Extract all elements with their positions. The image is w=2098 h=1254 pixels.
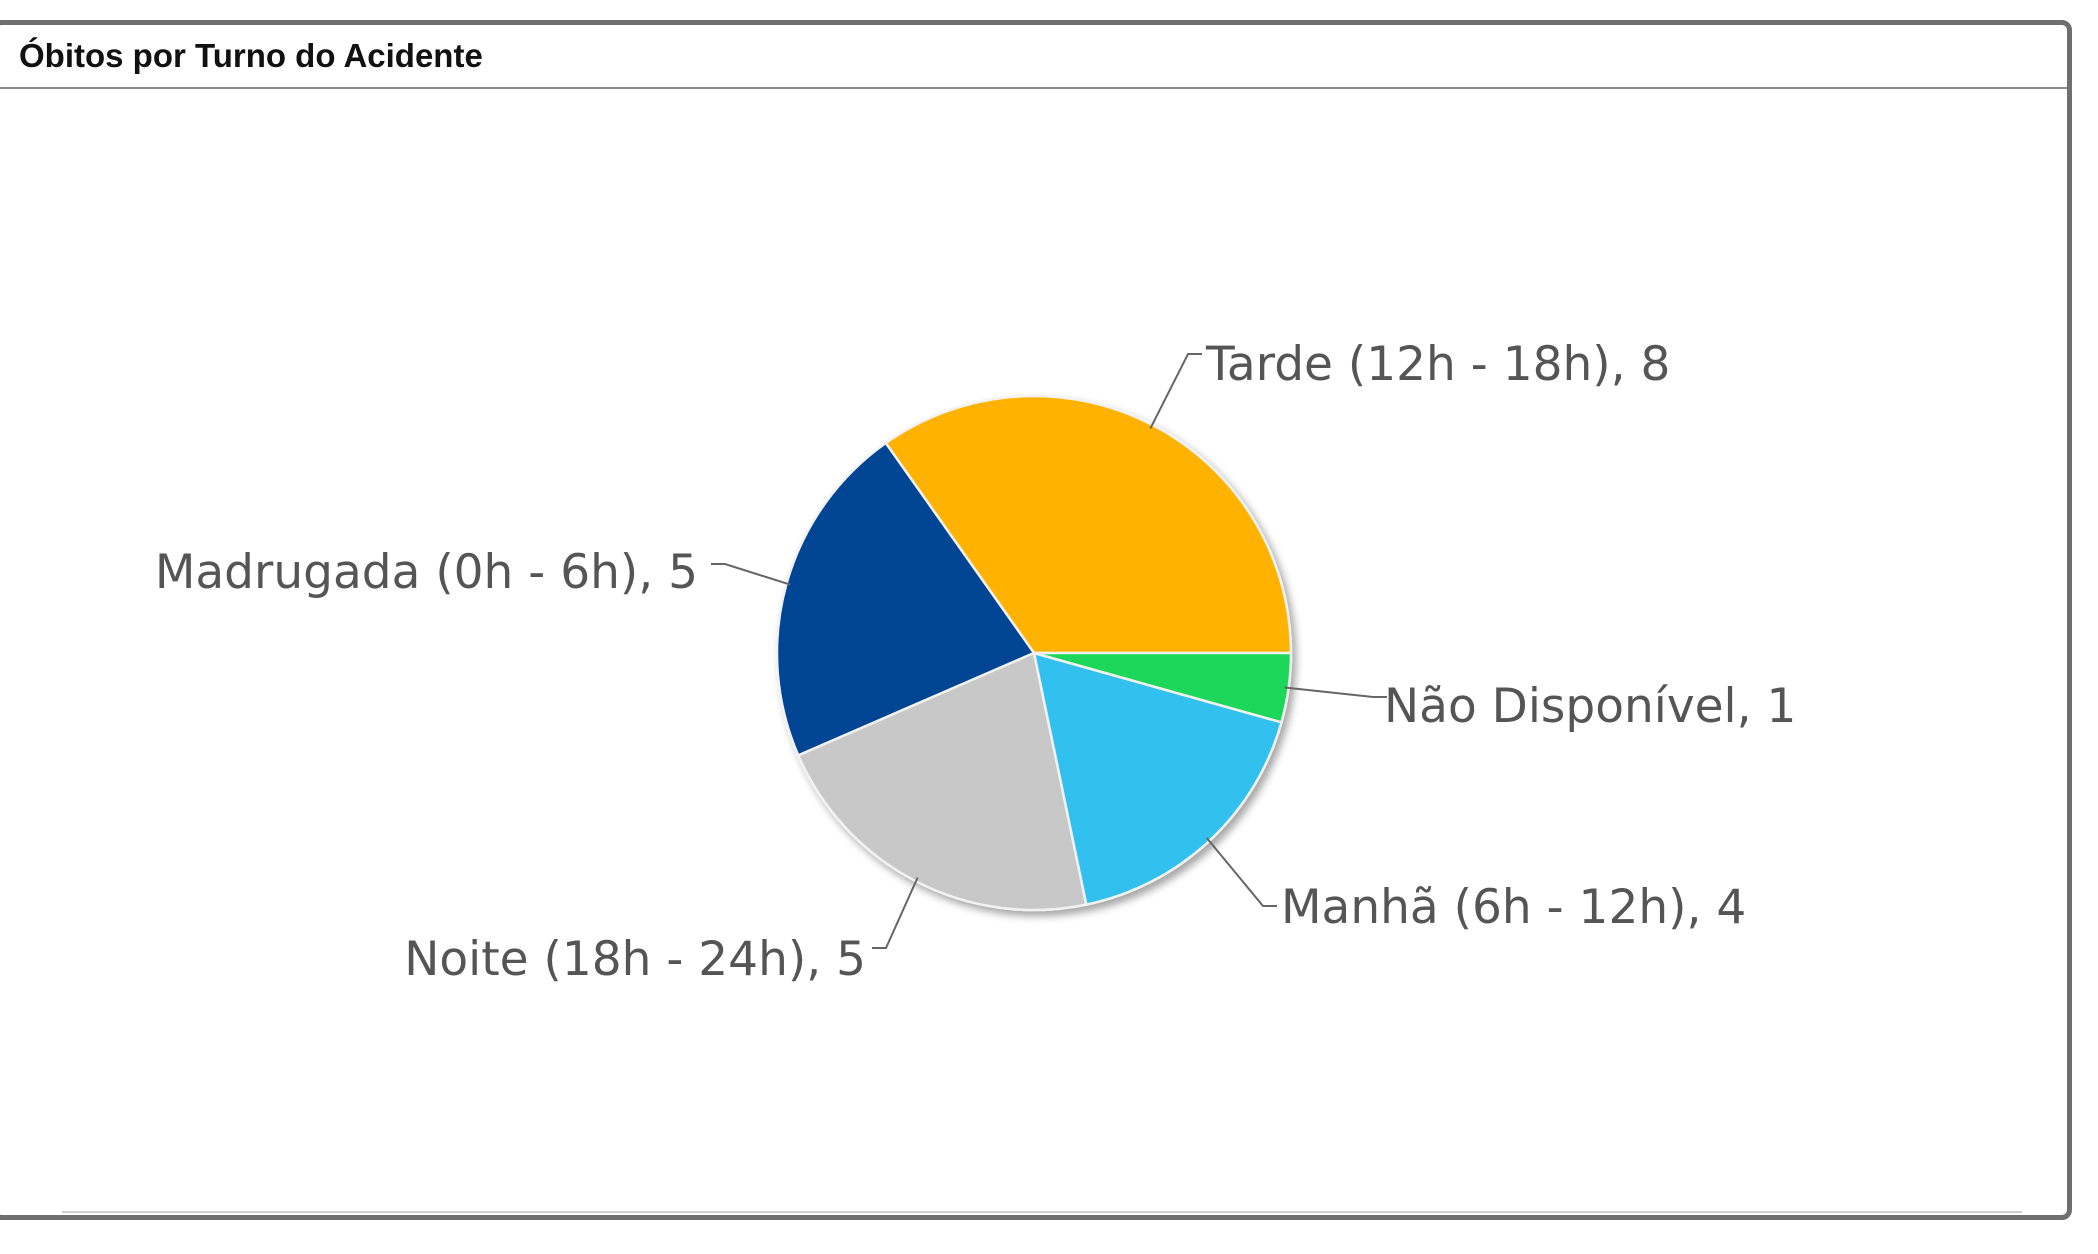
panel-title: Óbitos por Turno do Acidente [19, 37, 483, 74]
leader-line-3 [1205, 837, 1277, 907]
pie-slices [775, 394, 1293, 912]
leader-line-1 [711, 563, 791, 586]
pie-data-label-4: Não Disponível, 1 [1384, 679, 1796, 734]
leader-line-4 [1284, 686, 1387, 698]
pie-leader-lines [711, 353, 1387, 949]
pie-data-label-3: Manhã (6h - 12h), 4 [1281, 880, 1746, 935]
leader-line-2 [872, 877, 919, 949]
chart-footer-divider [62, 1211, 2022, 1213]
leader-line-0 [1149, 353, 1202, 429]
pie-data-label-1: Madrugada (0h - 6h), 5 [155, 545, 698, 600]
pie-data-label-0: Tarde (12h - 18h), 8 [1205, 337, 1670, 392]
panel-header: Óbitos por Turno do Acidente [0, 25, 2067, 89]
pie-data-label-2: Noite (18h - 24h), 5 [404, 932, 866, 987]
pie-labels: Tarde (12h - 18h), 8 Madrugada (0h - 6h),… [155, 337, 1797, 987]
